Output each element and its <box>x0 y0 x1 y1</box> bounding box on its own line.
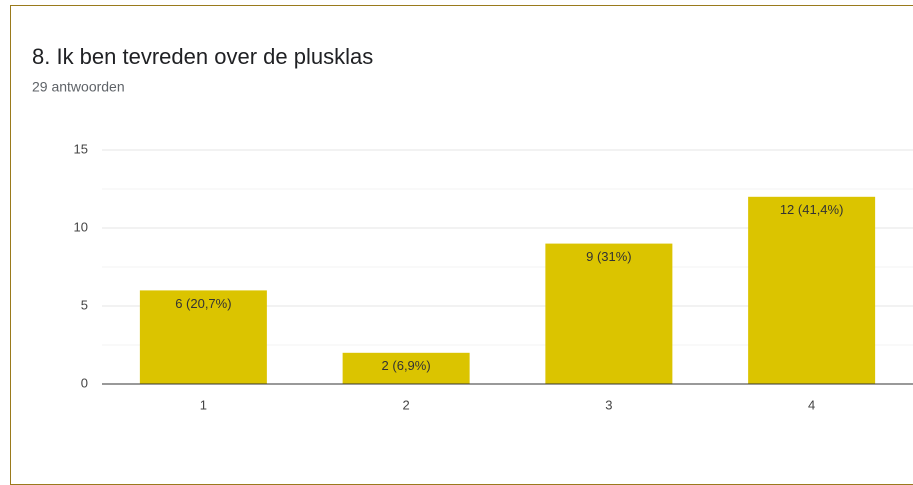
y-tick-label: 10 <box>74 219 88 234</box>
x-tick-label: 1 <box>200 397 207 412</box>
data-label: 9 (31%) <box>586 249 632 264</box>
y-tick-label: 15 <box>74 141 88 156</box>
bar <box>342 352 470 384</box>
chart-title: 8. Ik ben tevreden over de plusklas <box>32 44 373 69</box>
bar <box>748 196 876 384</box>
x-tick-label: 3 <box>605 397 612 412</box>
data-label: 6 (20,7%) <box>175 296 231 311</box>
bar <box>545 243 673 384</box>
x-tick-label: 4 <box>808 397 815 412</box>
chart-subtitle: 29 antwoorden <box>32 79 125 95</box>
data-label: 2 (6,9%) <box>382 358 431 373</box>
bar <box>139 290 267 384</box>
data-label: 12 (41,4%) <box>780 202 844 217</box>
y-tick-label: 0 <box>81 375 88 390</box>
x-tick-label: 2 <box>403 397 410 412</box>
y-tick-label: 5 <box>81 297 88 312</box>
